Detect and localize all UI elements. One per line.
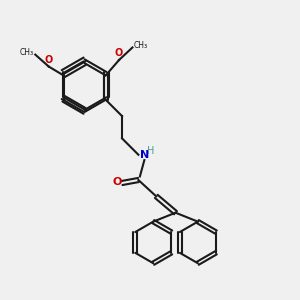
Text: N: N: [140, 150, 149, 160]
Text: CH₃: CH₃: [134, 40, 148, 50]
Text: O: O: [112, 177, 122, 188]
Text: O: O: [44, 55, 53, 65]
Text: CH₃: CH₃: [20, 48, 34, 57]
Text: O: O: [115, 49, 123, 58]
Text: H: H: [147, 146, 155, 156]
